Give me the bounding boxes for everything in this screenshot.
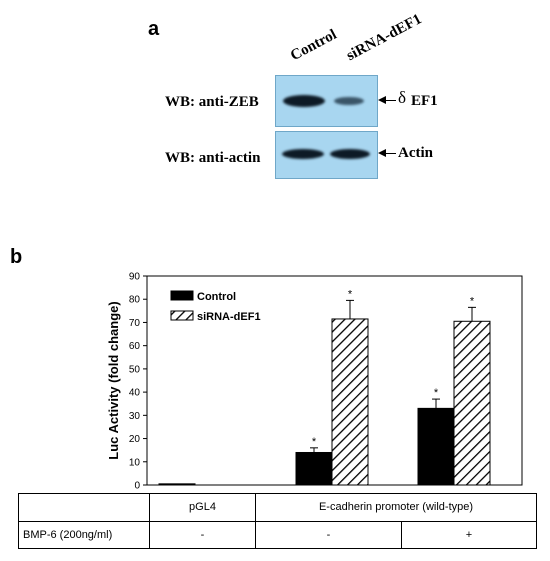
bar-control-1: [295, 451, 333, 486]
arrow-zeb-head: [378, 96, 386, 104]
legend-label-control: Control: [197, 291, 236, 303]
actin-band-control: [282, 149, 324, 159]
actin-band-sirna: [330, 149, 370, 159]
western-blot-zeb: [275, 75, 378, 127]
table-corner-cell: [18, 493, 150, 522]
bar-sirna-2: [453, 320, 491, 486]
y-tick-label: 50: [129, 364, 141, 375]
panel-b-letter: b: [10, 246, 23, 268]
y-tick-label: 60: [129, 341, 141, 352]
group-label-pgl4: pGL4: [149, 493, 256, 522]
legend-swatch-control: [170, 290, 194, 301]
y-tick-label: 0: [134, 481, 140, 492]
y-tick-label: 20: [129, 434, 141, 445]
y-tick-label: 30: [129, 411, 141, 422]
bmp-value-pgl4: -: [149, 520, 256, 549]
y-tick-label: 40: [129, 388, 141, 399]
bar-sirna-1: [331, 318, 369, 486]
significance-star: *: [348, 288, 353, 300]
arrow-actin: [380, 153, 396, 154]
group-label-ecad: E-cadherin promoter (wild-type): [255, 493, 537, 522]
table-row-bmp: BMP-6 (200ng/ml) - - +: [18, 520, 537, 549]
bmp-value-ecad-plus: +: [401, 520, 537, 549]
conditions-table: pGL4 E-cadherin promoter (wild-type) BMP…: [18, 493, 537, 549]
bmp-row-label: BMP-6 (200ng/ml): [18, 520, 150, 549]
bar-control-0: [158, 483, 196, 486]
significance-star: *: [470, 295, 475, 307]
arrow-zeb: [380, 100, 396, 101]
western-blot-actin: [275, 131, 378, 179]
bmp-value-ecad-minus: -: [255, 520, 402, 549]
delta-symbol: δ: [398, 88, 407, 107]
target-label-actin: Actin: [398, 145, 433, 161]
significance-star: *: [434, 387, 439, 399]
y-tick-label: 10: [129, 457, 141, 468]
significance-star: *: [312, 436, 317, 448]
y-tick-label: 80: [129, 295, 141, 306]
blot-label-actin: WB: anti-actin: [165, 150, 261, 166]
legend-swatch-sirna: [170, 310, 194, 321]
y-tick-label: 90: [129, 272, 141, 283]
y-tick-label: 70: [129, 318, 141, 329]
blot-label-zeb: WB: anti-ZEB: [165, 94, 259, 110]
zeb-band-control: [283, 95, 325, 107]
bar-control-2: [417, 407, 455, 486]
bar-chart: 0 10 20 30 40 50 60 70 80 90 Luc Activity (fold ch…: [106, 272, 523, 492]
target-label-ef1: EF1: [411, 93, 438, 109]
legend-label-sirna: siRNA-dEF1: [197, 311, 261, 323]
zeb-band-sirna: [334, 97, 364, 105]
arrow-actin-head: [378, 149, 386, 157]
panel-a-letter: a: [148, 18, 160, 40]
y-axis-label: Luc Activity (fold change): [106, 301, 121, 459]
table-row-groups: pGL4 E-cadherin promoter (wild-type): [18, 493, 537, 522]
